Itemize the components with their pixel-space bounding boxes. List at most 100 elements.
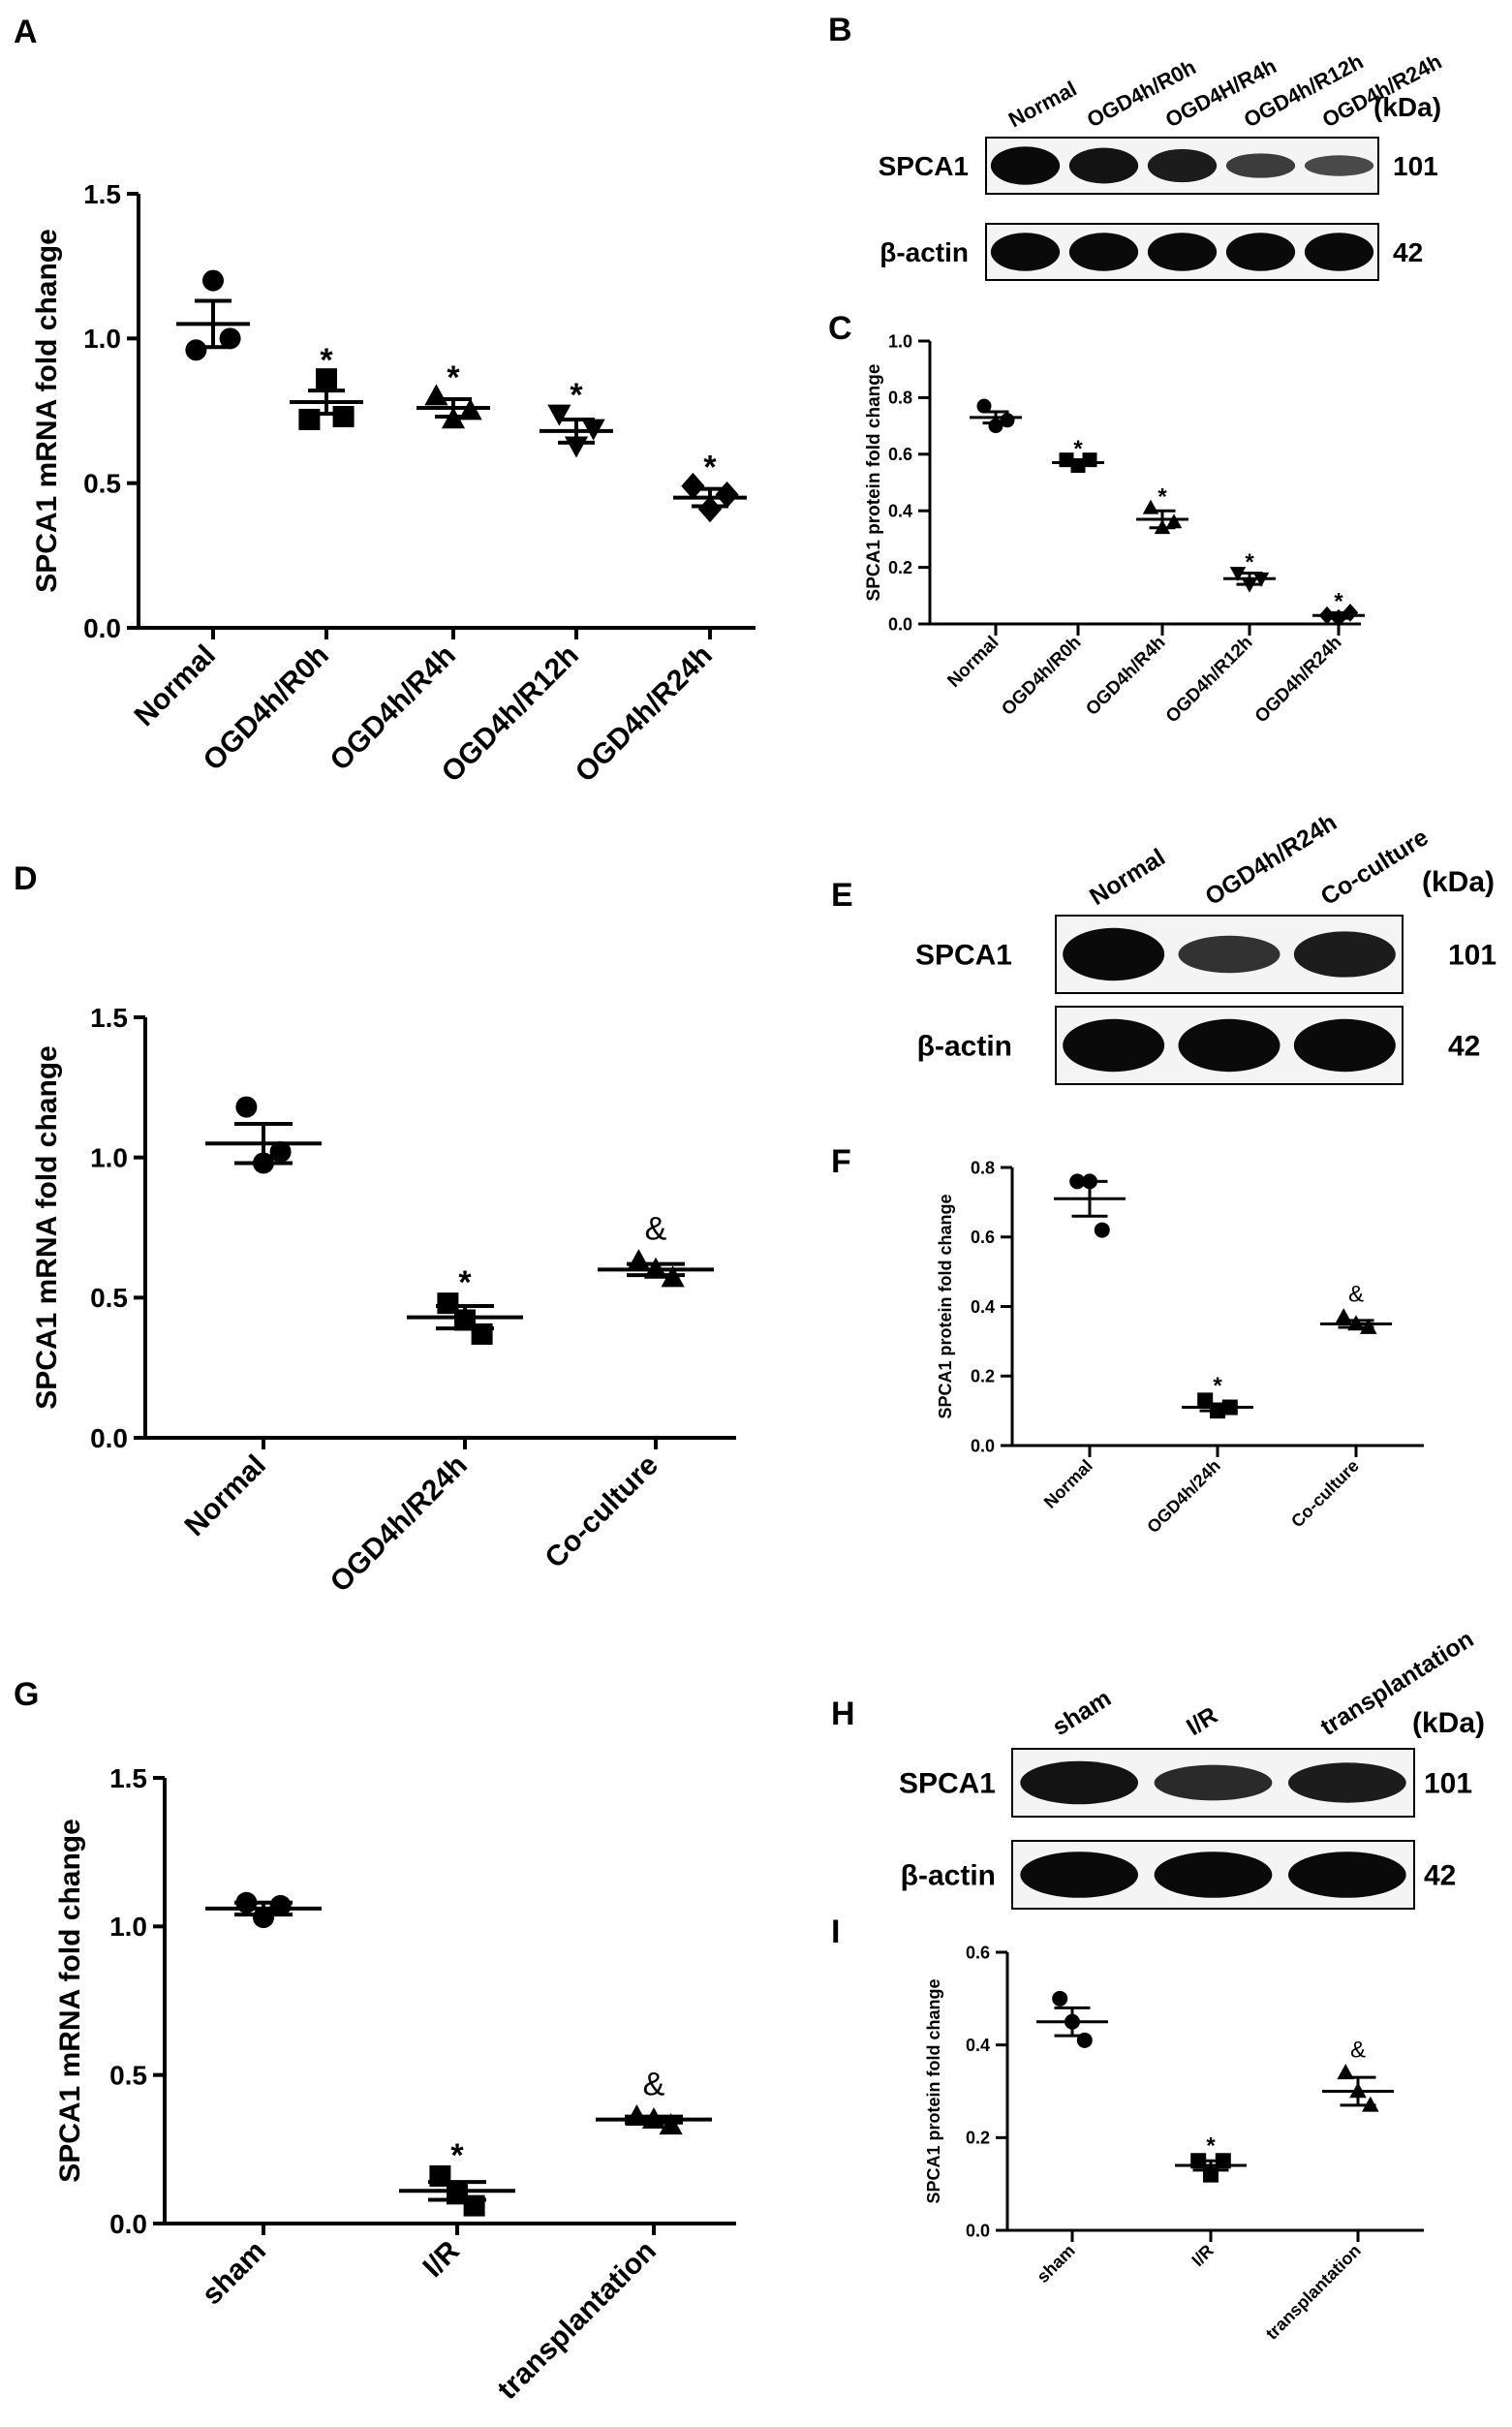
x-tick-label: OGD4h/R24h bbox=[324, 1449, 474, 1599]
x-tick-label: transplantation bbox=[1262, 2241, 1365, 2344]
y-tick-label: 0.2 bbox=[888, 558, 912, 577]
y-tick-label: 0.0 bbox=[83, 613, 121, 643]
significance-star: * bbox=[1206, 2133, 1216, 2160]
blot-band bbox=[1304, 233, 1374, 271]
data-point-circle bbox=[976, 398, 992, 414]
x-tick-label: Normal bbox=[179, 1449, 272, 1542]
western-blot-b: Normal OGD4h/R0hOGD4H/R4hOGD4h/R12hOGD4h/… bbox=[879, 49, 1446, 281]
blot-band bbox=[1147, 148, 1218, 183]
x-tick-label: OGD4h/R4h bbox=[324, 639, 462, 777]
blot-band bbox=[1225, 233, 1296, 271]
y-tick-label: 0.6 bbox=[966, 1943, 990, 1962]
blot-kda-label: 42 bbox=[1424, 1860, 1456, 1892]
data-point-circle bbox=[1052, 1990, 1068, 2007]
blot-protein-label: β-actin bbox=[901, 1860, 996, 1892]
chart-i-protein-in-vivo: 0.0 0.2 0.4 0.6 SPCA1 protein fold change sha… bbox=[924, 1943, 1424, 2344]
data-point-circle bbox=[253, 1907, 274, 1929]
blot-band bbox=[1293, 931, 1396, 978]
data-point-triangle-down bbox=[547, 404, 571, 426]
panel-letter-a: A bbox=[14, 14, 38, 50]
chart-f-protein-coculture: 0.0 0.2 0.4 0.6 0.8 SPCA1 protein fold change… bbox=[936, 1158, 1424, 1537]
x-tick-label: I/R bbox=[417, 2234, 467, 2284]
significance-star: * bbox=[1334, 589, 1343, 615]
y-axis-title: SPCA1 protein fold change bbox=[864, 364, 884, 602]
data-point-circle bbox=[219, 327, 241, 350]
y-tick-label: 1.5 bbox=[83, 179, 121, 209]
y-axis-title: SPCA1 mRNA fold change bbox=[54, 1819, 86, 2183]
y-tick-label: 0.2 bbox=[966, 2129, 990, 2148]
panel-letter-b: B bbox=[828, 12, 852, 48]
chart-g-mrna-in-vivo: 0.0 0.5 1.0 1.5 SPCA1 mRNA fold change sham I/… bbox=[54, 1763, 736, 2406]
blot-protein-label: β-actin bbox=[917, 1031, 1012, 1063]
x-tick-label: Normal bbox=[1040, 1456, 1096, 1512]
x-tick-label: OGD4h/R24h bbox=[1251, 633, 1346, 728]
blot-lane-label: Co-culture bbox=[1316, 824, 1434, 911]
y-tick-label: 1.0 bbox=[888, 331, 912, 351]
significance-star: * bbox=[1157, 484, 1167, 511]
blot-lane-label: Normal bbox=[1004, 77, 1081, 133]
blot-band bbox=[1304, 155, 1374, 176]
blot-band bbox=[1178, 935, 1281, 974]
data-point-diamond bbox=[715, 481, 739, 509]
data-point-square bbox=[316, 368, 337, 390]
blot-kda-label: 42 bbox=[1448, 1031, 1480, 1063]
panel-letter-g: G bbox=[14, 1676, 39, 1713]
blot-band bbox=[1020, 1760, 1139, 1805]
significance-star: * bbox=[1073, 436, 1083, 462]
blot-band bbox=[990, 146, 1061, 185]
blot-band bbox=[1225, 153, 1296, 178]
significance-ampersand: & bbox=[1350, 2037, 1366, 2063]
y-axis-title: SPCA1 mRNA fold change bbox=[31, 1045, 63, 1410]
x-tick-label: Co-culture bbox=[540, 1449, 664, 1574]
panel-letter-i: I bbox=[831, 1914, 840, 1950]
y-tick-label: 0.2 bbox=[971, 1367, 995, 1386]
significance-star: * bbox=[1245, 549, 1254, 576]
data-point-circle bbox=[269, 1140, 292, 1163]
data-point-circle bbox=[235, 1096, 258, 1118]
panel-letter-h: H bbox=[831, 1696, 855, 1732]
y-tick-label: 0.4 bbox=[888, 502, 912, 521]
blot-unit-label: (kDa) bbox=[1412, 1707, 1485, 1739]
x-tick-label: OGD4h/R0h bbox=[998, 633, 1085, 720]
y-tick-label: 1.5 bbox=[109, 1763, 147, 1793]
significance-star: * bbox=[1213, 1373, 1222, 1399]
y-tick-label: 0.8 bbox=[888, 389, 912, 408]
significance-star: * bbox=[450, 2137, 464, 2174]
y-tick-label: 0.5 bbox=[90, 1283, 128, 1313]
chart-a-mrna-time-course: 0.0 0.5 1.0 1.5 SPCA1 mRNA fold change Normal… bbox=[31, 179, 756, 789]
y-tick-label: 0.0 bbox=[109, 2209, 147, 2239]
data-point-square bbox=[332, 405, 355, 427]
blot-lane-label: Normal bbox=[1085, 844, 1170, 911]
significance-ampersand: & bbox=[1348, 1281, 1364, 1307]
blot-protein-label: SPCA1 bbox=[879, 151, 969, 181]
blot-unit-label: (kDa) bbox=[1373, 92, 1441, 122]
blot-band bbox=[990, 233, 1061, 271]
y-tick-label: 1.0 bbox=[83, 324, 121, 354]
significance-ampersand: & bbox=[645, 1211, 667, 1248]
data-point-triangle-up bbox=[424, 384, 448, 406]
y-tick-label: 1.0 bbox=[90, 1142, 128, 1172]
data-point-circle bbox=[202, 269, 224, 292]
x-tick-label: I/R bbox=[1188, 2241, 1217, 2270]
y-tick-label: 0.5 bbox=[109, 2060, 147, 2090]
x-tick-label: Normal bbox=[943, 633, 1003, 692]
significance-star: * bbox=[570, 377, 583, 414]
blot-band bbox=[1154, 1851, 1273, 1898]
data-point-triangle-up bbox=[1337, 2064, 1354, 2080]
x-tick-label: transplantation bbox=[491, 2235, 663, 2407]
data-point-diamond bbox=[681, 472, 705, 500]
y-tick-label: 0.8 bbox=[971, 1158, 995, 1177]
x-tick-label: OGD4h/R12h bbox=[1162, 633, 1257, 728]
data-point-circle bbox=[269, 1894, 292, 1916]
blot-kda-label: 101 bbox=[1393, 151, 1438, 181]
y-tick-label: 0.6 bbox=[888, 445, 912, 464]
blot-kda-label: 101 bbox=[1448, 940, 1497, 972]
blot-band bbox=[1293, 1018, 1396, 1073]
data-point-circle bbox=[185, 339, 207, 361]
x-tick-label: sham bbox=[196, 2235, 272, 2312]
blot-lane-label: sham bbox=[1048, 1685, 1116, 1741]
y-tick-label: 0.0 bbox=[90, 1423, 128, 1453]
x-tick-label: Co-culture bbox=[1287, 1456, 1363, 1532]
